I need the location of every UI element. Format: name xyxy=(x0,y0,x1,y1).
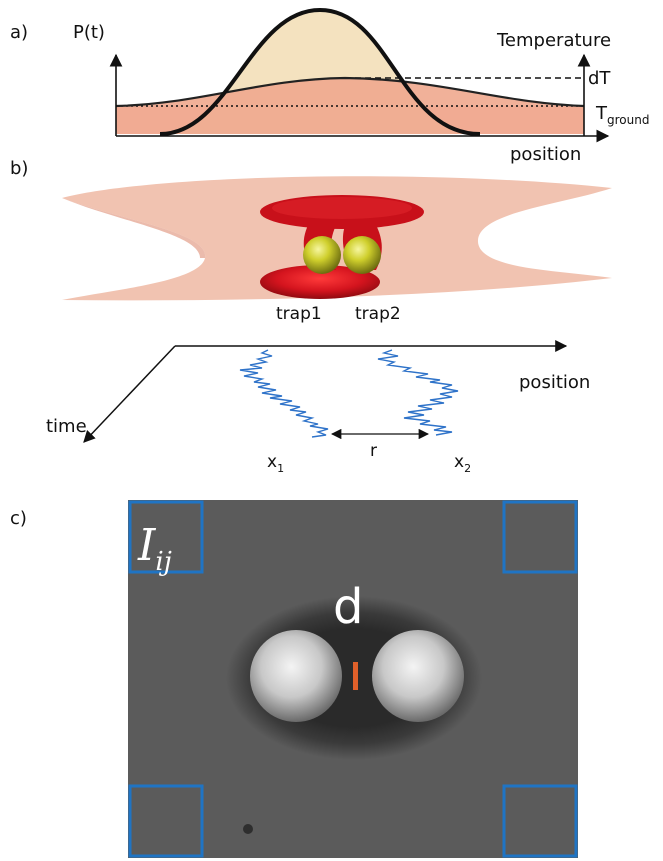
distance-marker xyxy=(353,662,358,690)
temperature-curve xyxy=(115,76,585,108)
panel-b-label: b) xyxy=(10,158,28,179)
trap2-label: trap2 xyxy=(355,304,401,324)
roi-bottom-right xyxy=(502,784,578,858)
x1-label: x1 xyxy=(267,452,284,475)
roi-top-left xyxy=(128,500,204,574)
trap-bottom-disk xyxy=(260,265,380,299)
time-axis xyxy=(83,345,176,443)
particle-image-left xyxy=(250,630,342,722)
probability-curve xyxy=(159,7,481,136)
trap-top-disk-highlight xyxy=(272,197,412,219)
x2-label: x2 xyxy=(454,452,471,475)
panel-a: a) P(t) Temperature dT Tground position xyxy=(10,7,649,165)
panel-b: b) trap1 trap2 position time r x1 x2 xyxy=(10,158,612,475)
particle-image-right xyxy=(372,630,464,722)
trajectory-x2 xyxy=(377,349,459,436)
roi-top-right xyxy=(502,500,578,574)
particle-trap1 xyxy=(303,236,341,274)
dust-spot xyxy=(243,824,253,834)
trap1-label: trap1 xyxy=(276,304,322,324)
time-axis-label: time xyxy=(46,416,87,437)
ground-temperature-label: Tground xyxy=(595,103,649,127)
particle-trap2 xyxy=(343,236,381,274)
y-axis-label: P(t) xyxy=(73,22,105,43)
distance-label: d xyxy=(333,579,363,635)
dT-label: dT xyxy=(588,68,611,89)
panel-c: c) d Iij xyxy=(10,500,578,858)
separation-label: r xyxy=(370,441,377,461)
x-axis-label: position xyxy=(510,144,581,165)
panel-c-label: c) xyxy=(10,508,27,529)
temperature-axis-label: Temperature xyxy=(496,30,611,51)
position-axis-label: position xyxy=(519,372,590,393)
panel-a-label: a) xyxy=(10,22,28,43)
membrane-sheet xyxy=(62,176,612,301)
intensity-label: Iij xyxy=(137,520,172,577)
roi-bottom-left xyxy=(128,784,204,858)
trajectory-x1 xyxy=(239,349,329,438)
